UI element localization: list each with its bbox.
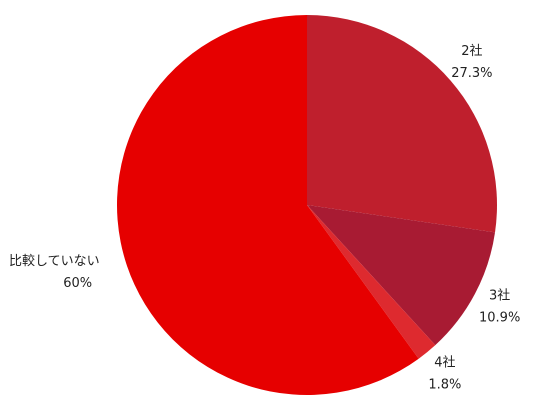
pie-slice [307,15,497,233]
slice-value: 10.9% [479,311,520,326]
slice-label: 4社 [434,354,455,370]
slice-label: 3社 [489,288,510,304]
slice-label: 2社 [461,43,482,59]
slice-value: 1.8% [428,377,461,392]
slice-value: 60% [63,276,92,291]
pie-slice [307,205,496,346]
pie-slice [307,205,436,359]
slice-value: 27.3% [451,66,492,81]
pie-slice [117,15,419,395]
slice-label: 比較していない [9,254,100,269]
